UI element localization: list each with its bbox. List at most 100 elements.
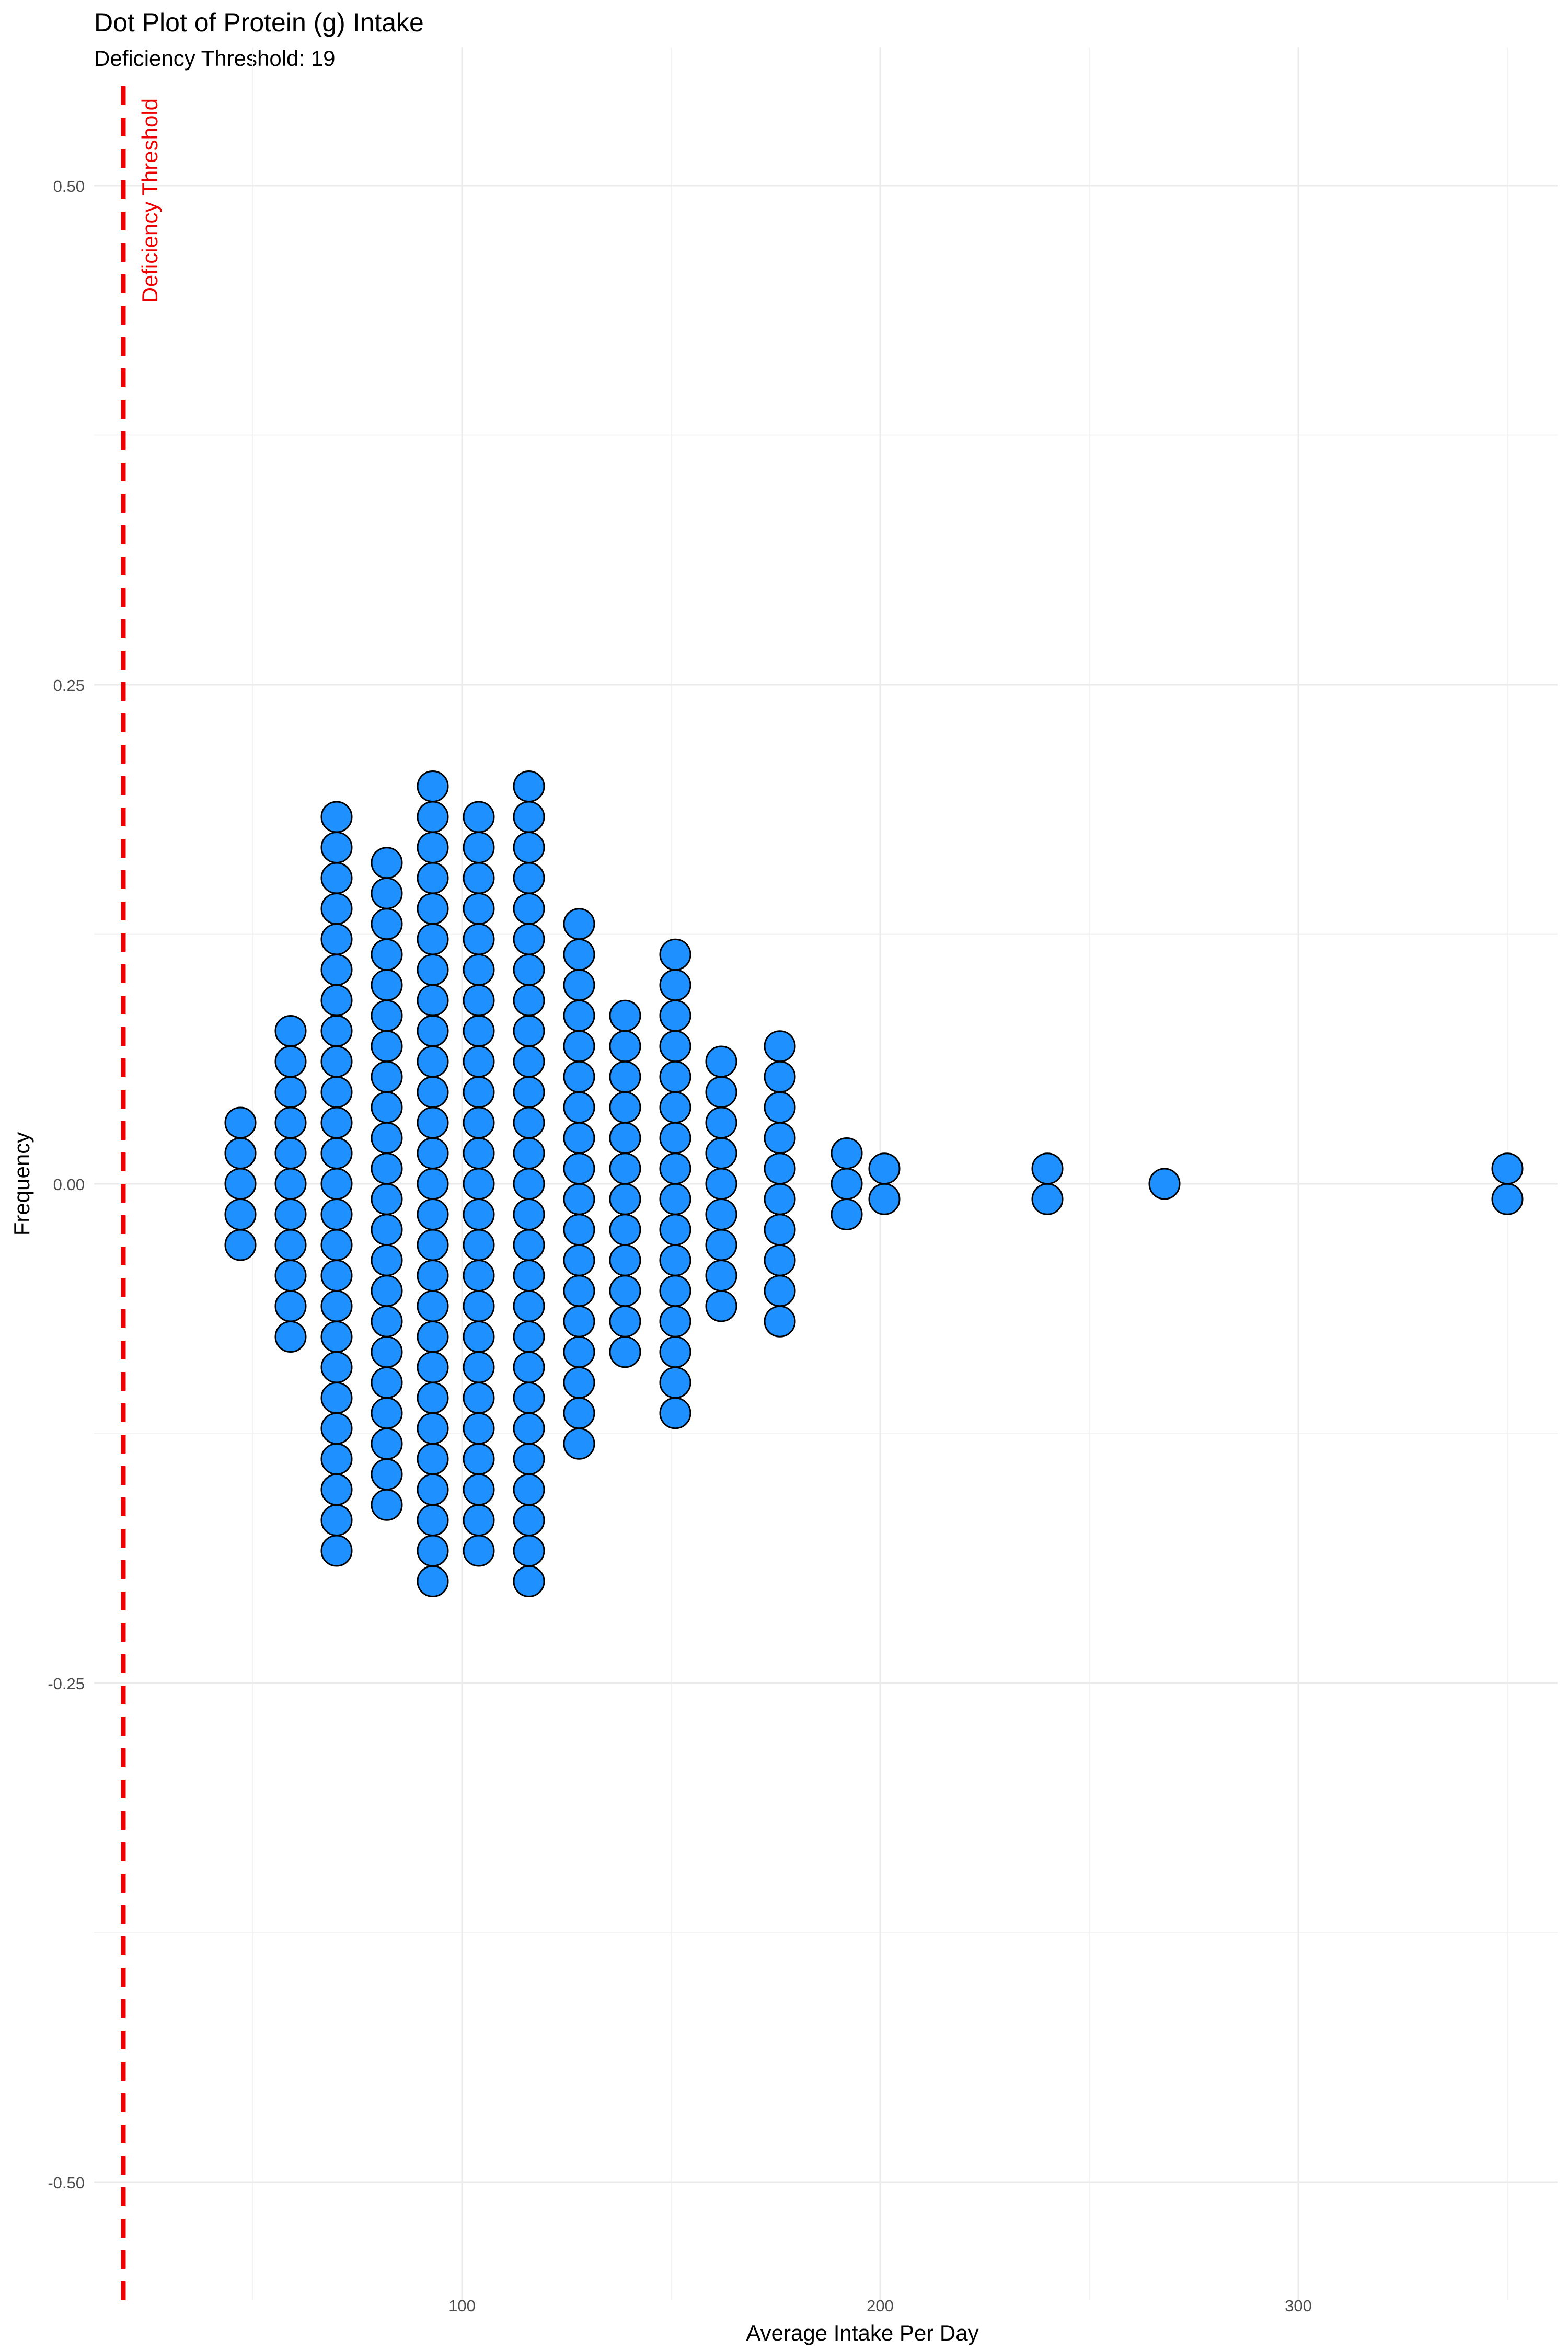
data-dot xyxy=(764,1030,796,1063)
data-dot xyxy=(463,1443,495,1475)
data-dot xyxy=(513,862,545,894)
data-dot xyxy=(513,954,545,986)
data-dot xyxy=(1491,1152,1524,1185)
x-tick-label: 300 xyxy=(1285,2297,1312,2315)
data-dot xyxy=(274,1045,307,1078)
data-dot xyxy=(320,1321,353,1353)
data-dot xyxy=(609,1183,641,1215)
data-dot xyxy=(463,954,495,986)
y-tick-label: 0.00 xyxy=(53,1175,85,1194)
data-dot xyxy=(371,1244,403,1276)
data-dot xyxy=(224,1137,257,1169)
data-dot xyxy=(274,1106,307,1139)
data-dot xyxy=(320,923,353,955)
data-dot xyxy=(868,1152,901,1185)
data-dot xyxy=(417,1106,449,1139)
data-dot xyxy=(320,1382,353,1414)
data-dot xyxy=(320,1535,353,1567)
data-dot xyxy=(320,1198,353,1230)
data-dot xyxy=(463,1076,495,1108)
data-dot xyxy=(659,1214,691,1246)
data-dot xyxy=(563,969,595,1001)
data-dot xyxy=(274,1290,307,1322)
data-dot xyxy=(371,1091,403,1124)
data-dot xyxy=(371,877,403,909)
data-dot xyxy=(320,1106,353,1139)
data-dot xyxy=(320,1137,353,1169)
data-dot xyxy=(659,1183,691,1215)
data-dot xyxy=(371,938,403,971)
x-tick-label: 100 xyxy=(448,2297,476,2315)
data-dot xyxy=(764,1244,796,1276)
data-dot xyxy=(513,1198,545,1230)
data-dot xyxy=(513,1351,545,1383)
data-dot xyxy=(705,1106,737,1139)
data-dot xyxy=(371,999,403,1032)
data-dot xyxy=(563,1060,595,1093)
data-dot xyxy=(320,801,353,833)
data-dot xyxy=(563,1427,595,1460)
data-dot xyxy=(659,1305,691,1338)
data-dot xyxy=(417,832,449,863)
data-dot xyxy=(417,1137,449,1169)
chart-title: Dot Plot of Protein (g) Intake xyxy=(94,8,424,37)
data-dot xyxy=(563,1030,595,1063)
data-dot xyxy=(371,1183,403,1215)
data-dot xyxy=(764,1122,796,1154)
data-dot xyxy=(417,1412,449,1445)
deficiency-threshold-label: Deficiency Threshold xyxy=(137,98,162,303)
y-axis-title: Frequency xyxy=(9,1132,34,1236)
data-dot xyxy=(463,1045,495,1078)
data-dot xyxy=(513,1015,545,1047)
data-dot xyxy=(320,1229,353,1261)
data-dot xyxy=(417,1382,449,1414)
data-dot xyxy=(705,1260,737,1292)
data-dot xyxy=(320,1076,353,1108)
x-axis-title: Average Intake Per Day xyxy=(746,2321,978,2345)
data-dot xyxy=(463,1106,495,1139)
data-dot xyxy=(371,847,403,879)
data-dot xyxy=(417,862,449,894)
data-dot xyxy=(563,1122,595,1154)
data-dot xyxy=(417,1535,449,1567)
data-dot xyxy=(224,1106,257,1139)
data-dot xyxy=(609,1122,641,1154)
data-dot xyxy=(274,1229,307,1261)
data-dot xyxy=(659,999,691,1032)
data-dot xyxy=(320,1168,353,1200)
data-dot xyxy=(513,1565,545,1597)
data-dot xyxy=(417,1504,449,1536)
data-dot xyxy=(274,1168,307,1200)
data-dot xyxy=(371,1275,403,1307)
data-dot xyxy=(417,1351,449,1383)
data-dot xyxy=(274,1076,307,1108)
data-dot xyxy=(1491,1183,1524,1215)
data-dot xyxy=(659,1336,691,1368)
data-dot xyxy=(563,1183,595,1215)
x-tick-label: 200 xyxy=(867,2297,894,2315)
data-dot xyxy=(320,1412,353,1445)
data-dot xyxy=(371,1214,403,1246)
data-dot xyxy=(764,1305,796,1338)
data-dot xyxy=(609,1214,641,1246)
data-dot xyxy=(609,1152,641,1185)
data-dot xyxy=(320,832,353,863)
y-tick-label: 0.50 xyxy=(53,177,85,195)
data-dot xyxy=(417,1443,449,1475)
data-dot xyxy=(274,1137,307,1169)
data-dot xyxy=(764,1214,796,1246)
y-tick-label: -0.50 xyxy=(48,2174,85,2192)
data-dot xyxy=(659,1275,691,1307)
data-dot xyxy=(513,1504,545,1536)
data-dot xyxy=(513,832,545,863)
data-dot xyxy=(417,1015,449,1047)
data-dot xyxy=(463,1412,495,1445)
data-dot xyxy=(463,1382,495,1414)
data-dot xyxy=(1031,1183,1064,1215)
data-dot xyxy=(463,923,495,955)
data-dot xyxy=(463,1229,495,1261)
data-dot xyxy=(371,1489,403,1521)
data-dot xyxy=(513,801,545,833)
data-dot xyxy=(463,1351,495,1383)
data-dot xyxy=(371,1366,403,1399)
